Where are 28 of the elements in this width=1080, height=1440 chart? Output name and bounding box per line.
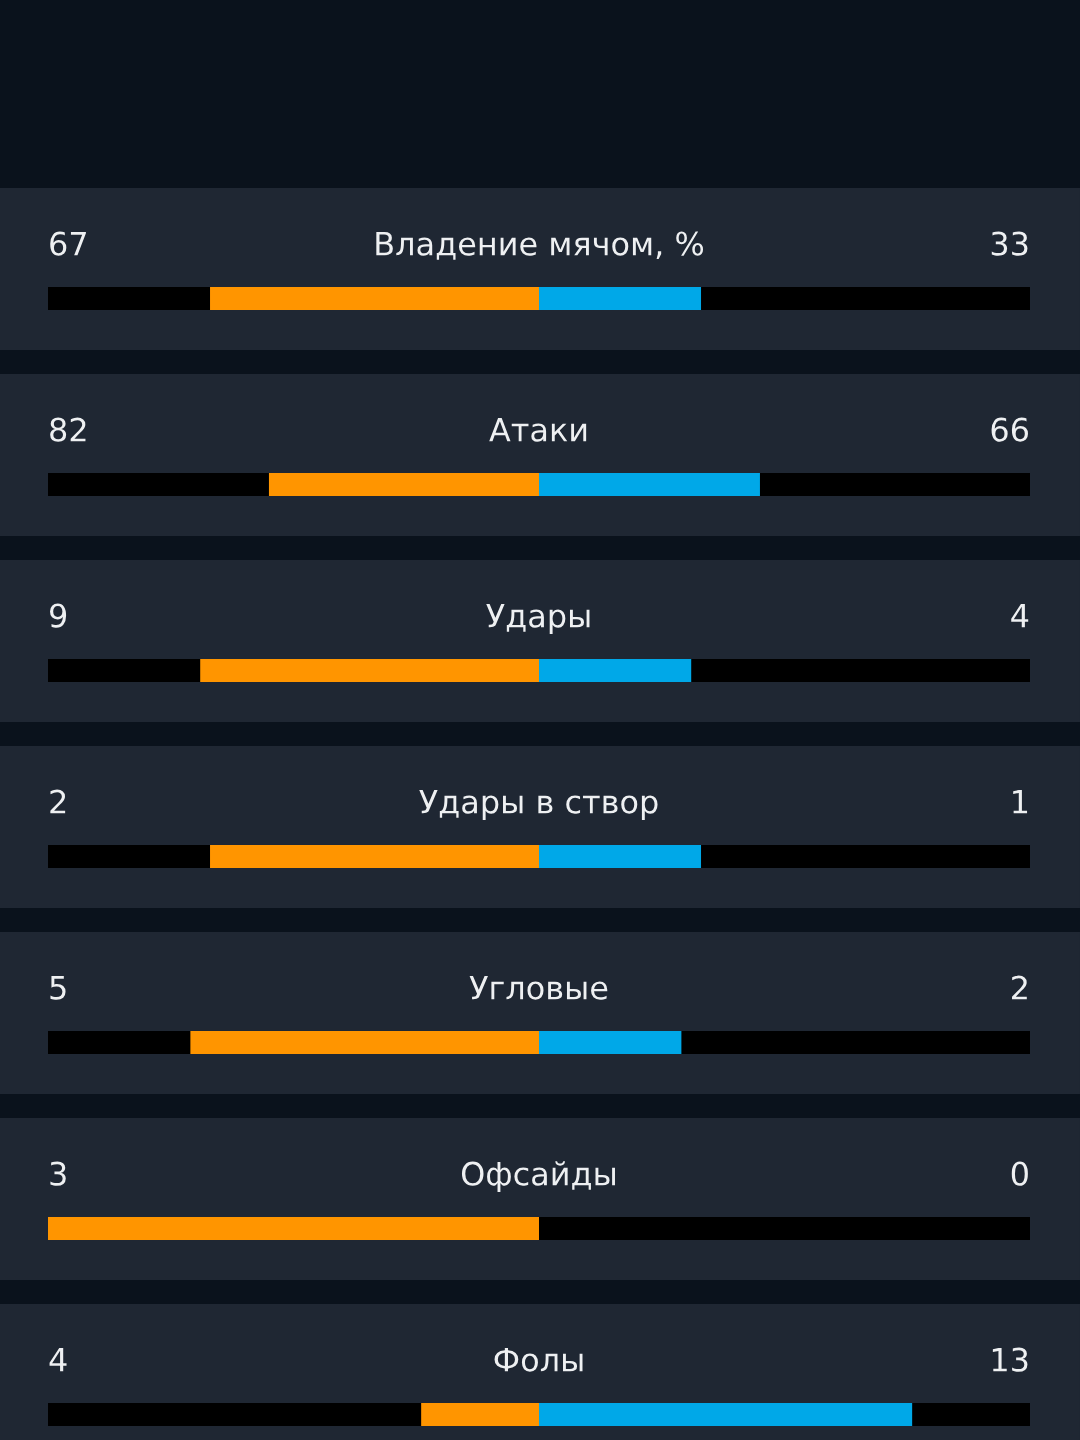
annotation: 82: [50, 417, 86, 442]
annotation: 5: [50, 976, 66, 1000]
bar: [539, 845, 702, 868]
bar: [539, 287, 702, 310]
text: 1: [1013, 790, 1028, 814]
annotation: 9: [50, 603, 67, 628]
text: 13: [992, 1347, 1028, 1372]
text: 66: [991, 417, 1028, 442]
bar: [268, 473, 539, 496]
y-tick-label: Удары: [486, 604, 590, 634]
text: 4: [1011, 604, 1029, 628]
annotation: 3: [50, 1161, 66, 1186]
annotation: 2: [50, 789, 66, 814]
text: 0: [1011, 1161, 1028, 1186]
text: 33: [991, 231, 1028, 256]
y-tick-label: Атаки: [489, 418, 587, 442]
bar: [539, 473, 760, 496]
bar: [421, 1403, 539, 1426]
annotation: 67: [50, 231, 86, 256]
y-tick-label: Владение мячом, %: [376, 231, 704, 260]
bar: [539, 1031, 682, 1054]
annotation: 4: [49, 1348, 67, 1372]
y-tick-label: Удары в створ: [419, 790, 658, 820]
y-tick-label: Угловые: [469, 976, 608, 1000]
bar: [539, 659, 692, 682]
text: 2: [1012, 975, 1027, 1000]
y-tick-label: Фолы: [494, 1348, 583, 1372]
y-tick-label: Офсайды: [461, 1161, 615, 1192]
